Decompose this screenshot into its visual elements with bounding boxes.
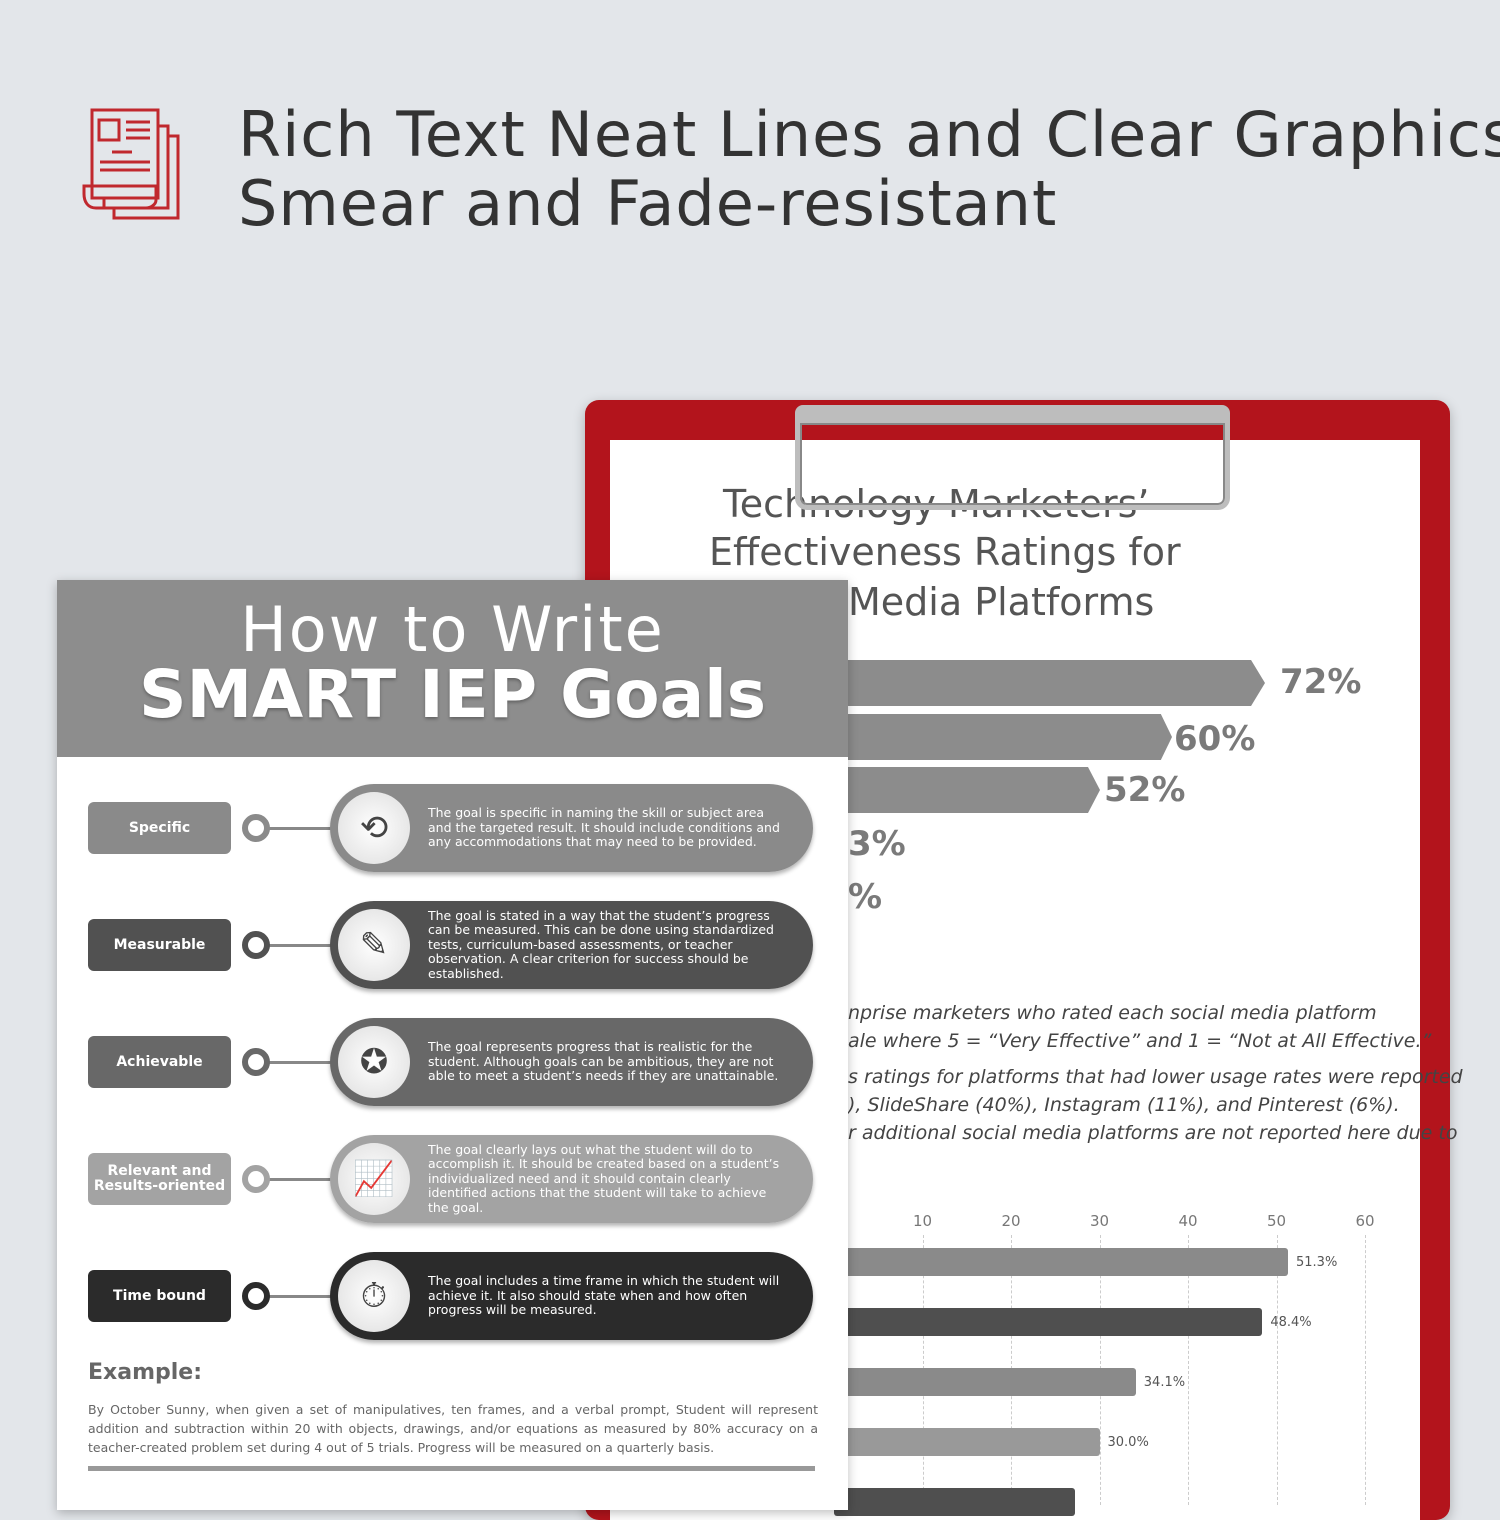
connector-dot	[242, 1048, 270, 1076]
x-tick-label: 30	[1089, 1212, 1110, 1230]
top-bar-52	[800, 767, 1100, 813]
connector-dot	[242, 1165, 270, 1193]
connector-dot	[242, 814, 270, 842]
headline-line-1: Rich Text Neat Lines and Clear Graphics	[238, 98, 1500, 171]
note-line: r additional social media platforms are …	[848, 1122, 1458, 1144]
note-line: ale where 5 = “Very Effective” and 1 = “…	[848, 1030, 1432, 1052]
presentation-chart-icon: 📈	[338, 1143, 410, 1215]
top-bar-label: 3%	[848, 824, 906, 864]
connector-dot	[242, 1282, 270, 1310]
sheet-title-3: Media Platforms	[848, 580, 1155, 624]
poster-title-1: How to Write	[240, 593, 665, 666]
note-line: ), SlideShare (40%), Instagram (11%), an…	[848, 1094, 1400, 1116]
goal-description-pill: ⟲ The goal is specific in naming the ski…	[330, 784, 813, 872]
x-tick-label: 60	[1355, 1212, 1375, 1230]
connector-line	[268, 1295, 333, 1298]
top-bar-60	[800, 714, 1172, 760]
goal-description-text: The goal is specific in naming the skill…	[428, 805, 780, 850]
gridline	[1365, 1235, 1366, 1505]
sheet-title-1: Technology Marketers’	[723, 482, 1150, 526]
smart-label-tag: Relevant and Results-oriented	[88, 1153, 231, 1205]
pencil-ruler-icon: ✎	[338, 909, 410, 981]
poster-title-2: SMART IEP Goals	[138, 656, 767, 733]
smart-goals-poster: How to Write SMART IEP Goals Specific ⟲ …	[57, 580, 848, 1510]
x-tick-label: 40	[1178, 1212, 1198, 1230]
award-ribbon-icon: ✪	[338, 1026, 410, 1098]
chart-bar	[834, 1248, 1288, 1276]
goal-description-pill: 📈 The goal clearly lays out what the stu…	[330, 1135, 813, 1223]
bar-value-label: 30.0%	[1107, 1435, 1149, 1450]
example-heading: Example:	[88, 1360, 202, 1385]
headline-line-2: Smear and Fade-resistant	[238, 167, 1058, 240]
x-tick-label: 10	[912, 1212, 933, 1230]
top-bar-72	[800, 660, 1265, 706]
example-text: By October Sunny, when given a set of ma…	[88, 1402, 818, 1455]
connector-line	[268, 944, 333, 947]
bar-value-label: 48.4%	[1270, 1315, 1312, 1330]
goal-description-pill: ✎ The goal is stated in a way that the s…	[330, 901, 813, 989]
bar-value-label: 51.3%	[1296, 1255, 1338, 1270]
top-bar-label: 60%	[1174, 719, 1256, 759]
chart-bar	[834, 1308, 1263, 1336]
gridline	[1276, 1235, 1278, 1505]
chart-bar	[834, 1368, 1136, 1396]
connector-line	[268, 1061, 333, 1064]
chart-bar	[834, 1428, 1100, 1456]
gridline	[1188, 1235, 1189, 1505]
clipboard-clip	[795, 405, 1230, 510]
note-line: nprise marketers who rated each social m…	[848, 1002, 1377, 1024]
smart-label-tag: Specific	[88, 802, 231, 854]
connector-dot	[242, 931, 270, 959]
smart-label-tag: Time bound	[88, 1270, 231, 1322]
bar-value-label: 34.1%	[1143, 1375, 1186, 1390]
chart-bar	[834, 1488, 1075, 1516]
sheet-title-2: Effectiveness Ratings for	[709, 530, 1181, 574]
smart-label-tag: Achievable	[88, 1036, 231, 1088]
note-line: s ratings for platforms that had lower u…	[848, 1066, 1463, 1088]
connector-line	[268, 1178, 333, 1181]
top-bar-label: 52%	[1104, 770, 1186, 810]
goal-description-text: The goal includes a time frame in which …	[428, 1273, 780, 1318]
goal-description-pill: ✪ The goal represents progress that is r…	[330, 1018, 813, 1106]
x-tick-label: 50	[1266, 1212, 1287, 1230]
x-tick-label: 20	[1001, 1212, 1021, 1230]
poster-header: How to Write SMART IEP Goals	[57, 580, 848, 757]
top-bar-label: 72%	[1280, 662, 1362, 702]
goal-description-text: The goal is stated in a way that the stu…	[428, 907, 774, 981]
connector-line	[268, 827, 333, 830]
goal-description-pill: ⏱ The goal includes a time frame in whic…	[330, 1252, 813, 1340]
stopwatch-icon: ⏱	[338, 1260, 410, 1332]
goal-description-text: The goal represents progress that is rea…	[428, 1039, 779, 1084]
divider	[88, 1466, 815, 1471]
goal-description-text: The goal clearly lays out what the stude…	[428, 1141, 780, 1215]
document-stack-icon	[82, 108, 180, 220]
cycle-arrows-icon: ⟲	[338, 792, 410, 864]
smart-label-tag: Measurable	[88, 919, 231, 971]
top-bar-label: %	[848, 877, 883, 917]
